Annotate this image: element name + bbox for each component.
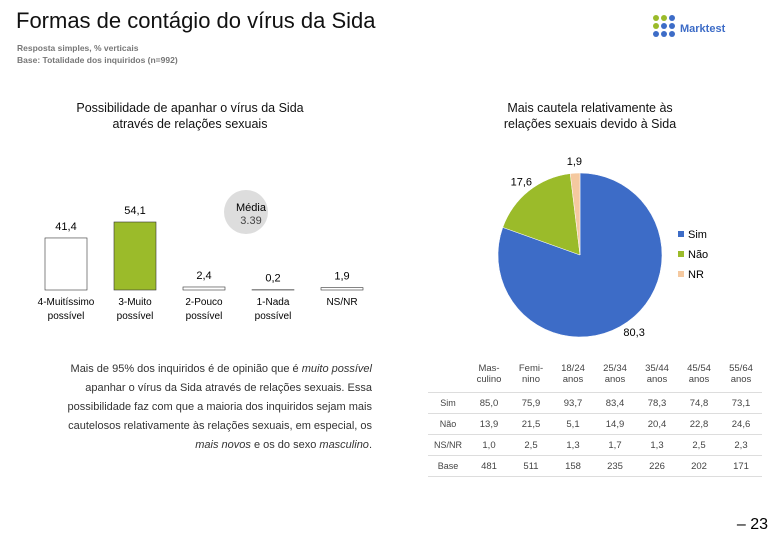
cell: 2,5 [510,434,552,456]
header-cell: 25/34 anos [594,356,636,393]
cell: 2,5 [678,434,720,456]
page-number: – 23 [736,516,768,533]
logo-text: Marktest [680,23,726,35]
subtitle: Resposta simples, % verticais [17,43,139,53]
text-run: apanhar o vírus da Sida através de relaç… [67,382,372,432]
slide-title: Formas de contágio do vírus da Sida [16,8,376,33]
mean-label: Média [236,202,267,214]
category-label: 3-Muito possível [116,297,154,322]
category-label: 1-Nada possível [254,297,292,322]
row: Sim 85,0 75,9 93,7 83,4 78,3 74,8 73,1 [428,392,762,414]
category-label: 4-Muitíssimo possível [37,297,95,322]
text-run: mais novos [195,439,251,451]
mean-value: 3.39 [240,215,261,227]
value-label: 54,1 [124,205,145,217]
cell: 1,3 [552,434,594,456]
logo: Marktest [653,15,726,37]
legend-label: Sim [688,229,707,241]
cell: 21,5 [510,413,552,435]
bar-chart: Média 3.39 41,4 54,1 2,4 0,2 1,9 [44,190,364,291]
cell: 14,9 [594,413,636,435]
category-label: NS/NR [326,297,358,308]
cell: 5,1 [552,413,594,435]
cell: 83,4 [594,392,636,414]
cell: 1,7 [594,434,636,456]
cell: 93,7 [552,392,594,414]
cell: 1,3 [636,434,678,456]
cell: 235 [594,455,636,477]
cell: 75,9 [510,392,552,414]
subtitle: Base: Totalidade dos inquiridos (n=992) [17,55,178,65]
pie-chart: 80,3 Sim 17,6 Não 1,9 NR [497,156,708,339]
cell: 202 [678,455,720,477]
category-label: 2-Pouco possível [185,297,223,322]
bar [182,286,226,291]
text-run: . [368,439,372,451]
text-run: Mais de 95% dos inquiridos é de opinião … [70,363,302,375]
value-label: 41,4 [55,221,76,233]
row: Base 481 511 158 235 226 202 171 [428,455,762,477]
text-run: muito possível [301,363,372,375]
cell: 481 [468,455,510,477]
value-label: 0,2 [265,273,280,285]
row: Não 13,9 21,5 5,1 14,9 20,4 22,8 24,6 [428,413,762,435]
cell: 158 [552,455,594,477]
value-label: 2,4 [196,270,211,282]
cell: NS/NR [428,434,468,456]
cell: 1,0 [468,434,510,456]
cell: 226 [636,455,678,477]
bar [320,287,364,291]
legend-label: NR [688,269,704,281]
cell: 78,3 [636,392,678,414]
cell: 20,4 [636,413,678,435]
cell: 22,8 [678,413,720,435]
value-label: 17,6 [511,177,532,189]
value-label: 1,9 [334,271,349,283]
cell [428,356,468,393]
header-cell: 45/54 anos [678,356,720,393]
header-cell: Mas- culino [468,356,510,393]
cell: Base [428,455,468,477]
cell: 74,8 [678,392,720,414]
cell: 511 [510,455,552,477]
header-cell: 18/24 anos [552,356,594,393]
header-cell: Femi- nino [510,356,552,393]
bar [113,221,157,291]
cell: 73,1 [720,392,762,414]
cell: 13,9 [468,413,510,435]
header-cell: 35/44 anos [636,356,678,393]
table: Mas- culino Femi- nino 18/24 anos 25/34 ano… [428,356,762,477]
mean-badge [224,190,268,234]
legend-swatch [678,271,684,277]
pie-slice [569,172,581,256]
cell: 85,0 [468,392,510,414]
cell: 2,3 [720,434,762,456]
legend-swatch [678,251,684,257]
bar [44,237,88,291]
cell: Não [428,413,468,435]
header-cell: 55/64 anos [720,356,762,393]
legend-swatch [678,231,684,237]
text-run: e os do sexo [250,439,320,451]
cell: 171 [720,455,762,477]
cell: Sim [428,392,468,414]
bar-title: Possibilidade de apanhar o vírus da Sida… [76,101,304,131]
header-row: Mas- culino Femi- nino 18/24 anos 25/34 ano… [428,356,762,393]
pie-slice [502,173,581,256]
legend-label: Não [688,249,708,261]
text-run: masculino [319,439,369,451]
cell: 24,6 [720,413,762,435]
value-label: 1,9 [567,156,582,168]
value-label: 80,3 [623,327,644,339]
row: NS/NR 1,0 2,5 1,3 1,7 1,3 2,5 2,3 [428,434,762,456]
paragraph: Mais de 95% dos inquiridos é de opinião … [60,360,372,455]
pie-title: Mais cautela relativamente às relações s… [503,101,677,131]
